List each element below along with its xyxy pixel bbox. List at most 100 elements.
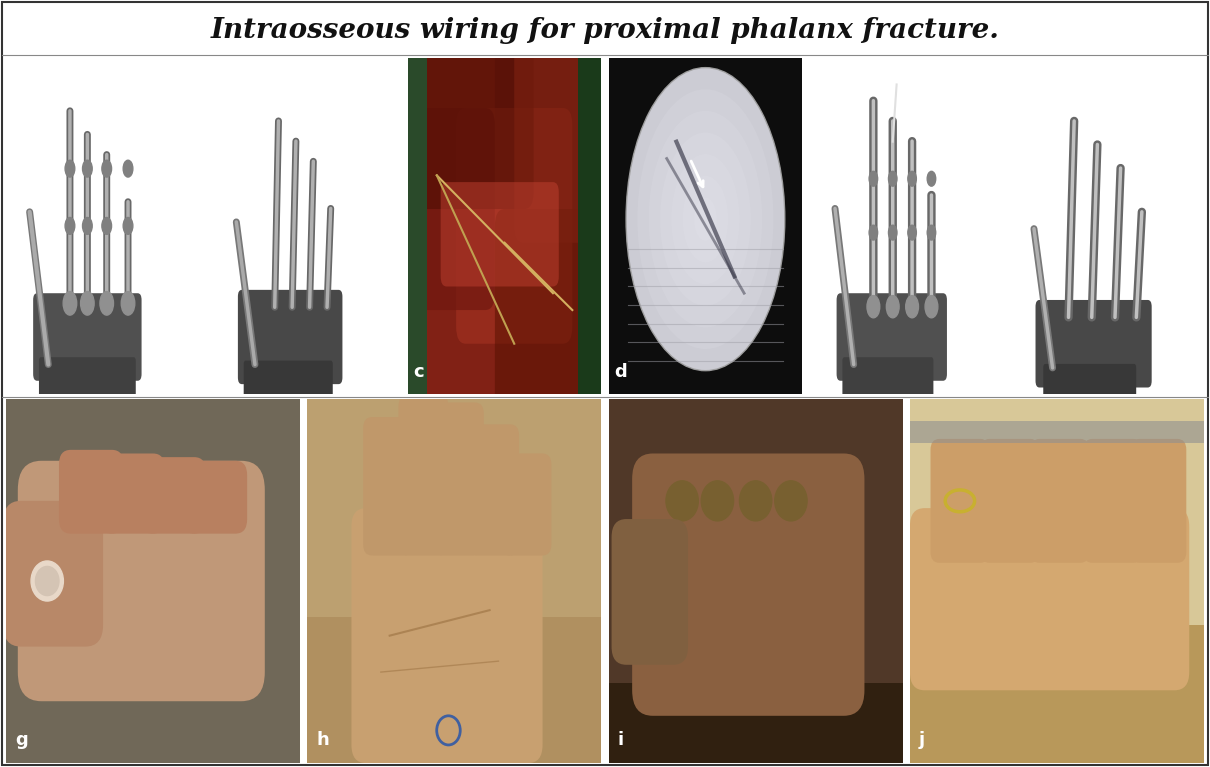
- FancyBboxPatch shape: [910, 399, 1204, 624]
- FancyArrowPatch shape: [835, 209, 854, 364]
- FancyArrowPatch shape: [1091, 144, 1097, 318]
- Circle shape: [82, 160, 92, 177]
- Circle shape: [868, 295, 880, 318]
- Ellipse shape: [672, 154, 739, 284]
- Circle shape: [906, 295, 918, 318]
- FancyArrowPatch shape: [310, 161, 313, 308]
- FancyBboxPatch shape: [59, 449, 123, 534]
- Circle shape: [63, 291, 76, 315]
- Circle shape: [908, 171, 916, 186]
- FancyBboxPatch shape: [398, 41, 495, 411]
- FancyBboxPatch shape: [100, 453, 165, 534]
- FancyArrowPatch shape: [1114, 168, 1120, 318]
- FancyBboxPatch shape: [910, 399, 1204, 763]
- FancyArrowPatch shape: [310, 161, 313, 308]
- FancyArrowPatch shape: [1035, 229, 1053, 368]
- Circle shape: [666, 481, 698, 521]
- FancyBboxPatch shape: [243, 360, 333, 397]
- Circle shape: [65, 218, 75, 234]
- FancyBboxPatch shape: [398, 395, 449, 555]
- Text: f: f: [1016, 363, 1024, 380]
- FancyArrowPatch shape: [1136, 212, 1142, 318]
- FancyBboxPatch shape: [469, 424, 519, 555]
- Text: Intraosseous wiring for proximal phalanx fracture.: Intraosseous wiring for proximal phalanx…: [211, 17, 999, 44]
- FancyBboxPatch shape: [1036, 300, 1152, 387]
- FancyBboxPatch shape: [1083, 439, 1142, 563]
- FancyBboxPatch shape: [495, 209, 611, 411]
- FancyArrowPatch shape: [1068, 121, 1074, 318]
- FancyBboxPatch shape: [611, 519, 688, 665]
- Circle shape: [774, 481, 807, 521]
- FancyArrowPatch shape: [327, 209, 330, 308]
- FancyBboxPatch shape: [417, 108, 495, 310]
- FancyBboxPatch shape: [307, 399, 601, 763]
- Text: j: j: [918, 731, 924, 749]
- FancyArrowPatch shape: [1136, 212, 1142, 318]
- Text: h: h: [316, 731, 329, 749]
- FancyBboxPatch shape: [363, 417, 413, 555]
- Circle shape: [123, 218, 133, 234]
- FancyBboxPatch shape: [39, 357, 136, 397]
- Circle shape: [702, 481, 733, 521]
- Text: d: d: [615, 363, 627, 380]
- FancyBboxPatch shape: [632, 453, 864, 716]
- Ellipse shape: [695, 197, 716, 241]
- FancyBboxPatch shape: [1031, 439, 1089, 563]
- Circle shape: [869, 225, 877, 240]
- FancyBboxPatch shape: [980, 439, 1039, 563]
- FancyBboxPatch shape: [514, 41, 611, 242]
- FancyBboxPatch shape: [1043, 364, 1136, 397]
- Circle shape: [121, 291, 134, 315]
- Circle shape: [82, 218, 92, 234]
- FancyBboxPatch shape: [910, 624, 1204, 763]
- Circle shape: [926, 295, 938, 318]
- FancyBboxPatch shape: [183, 461, 247, 534]
- FancyBboxPatch shape: [351, 508, 542, 763]
- FancyArrowPatch shape: [29, 212, 48, 364]
- FancyBboxPatch shape: [609, 58, 802, 394]
- Circle shape: [123, 160, 133, 177]
- Circle shape: [927, 171, 935, 186]
- Circle shape: [81, 291, 94, 315]
- Ellipse shape: [649, 111, 762, 328]
- Circle shape: [739, 481, 772, 521]
- FancyArrowPatch shape: [835, 209, 854, 364]
- FancyBboxPatch shape: [142, 457, 206, 534]
- Text: g: g: [15, 731, 28, 749]
- FancyBboxPatch shape: [501, 453, 552, 555]
- FancyBboxPatch shape: [4, 501, 103, 647]
- Ellipse shape: [682, 176, 728, 262]
- Ellipse shape: [626, 67, 785, 370]
- FancyArrowPatch shape: [236, 222, 255, 364]
- FancyBboxPatch shape: [910, 508, 1189, 690]
- FancyBboxPatch shape: [33, 293, 142, 380]
- FancyBboxPatch shape: [910, 420, 1204, 443]
- Circle shape: [31, 561, 63, 601]
- FancyBboxPatch shape: [836, 293, 947, 380]
- FancyBboxPatch shape: [578, 58, 601, 394]
- Ellipse shape: [638, 89, 773, 349]
- Circle shape: [102, 218, 111, 234]
- Circle shape: [888, 225, 897, 240]
- FancyArrowPatch shape: [1035, 229, 1053, 368]
- FancyBboxPatch shape: [307, 399, 601, 617]
- FancyBboxPatch shape: [433, 403, 484, 555]
- Circle shape: [102, 160, 111, 177]
- FancyArrowPatch shape: [1068, 121, 1074, 318]
- Text: c: c: [414, 363, 425, 380]
- FancyArrowPatch shape: [292, 141, 296, 308]
- FancyBboxPatch shape: [238, 290, 342, 384]
- FancyBboxPatch shape: [609, 399, 903, 763]
- FancyBboxPatch shape: [408, 58, 427, 394]
- Circle shape: [888, 171, 897, 186]
- Circle shape: [65, 160, 75, 177]
- Circle shape: [869, 171, 877, 186]
- FancyArrowPatch shape: [236, 222, 255, 364]
- Circle shape: [100, 291, 114, 315]
- FancyArrowPatch shape: [1091, 144, 1097, 318]
- Ellipse shape: [626, 67, 785, 370]
- FancyBboxPatch shape: [408, 58, 601, 394]
- FancyBboxPatch shape: [1130, 439, 1186, 563]
- Circle shape: [887, 295, 899, 318]
- FancyArrowPatch shape: [327, 209, 330, 308]
